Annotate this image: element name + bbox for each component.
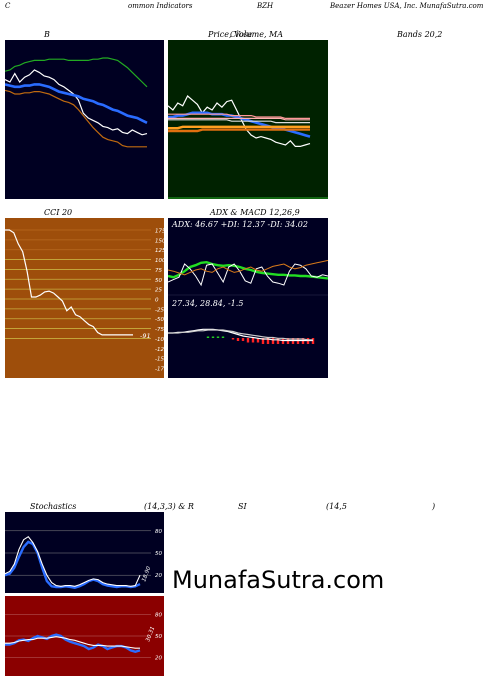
header-company: Beazer Homes USA, Inc. MunafaSutra.com xyxy=(330,2,484,10)
rsi-title: SI xyxy=(238,502,247,511)
adx-series-1 xyxy=(168,263,328,287)
stoch-tick-label: 50 xyxy=(155,551,162,557)
adx-series-2 xyxy=(168,259,328,276)
stoch-title: Stochastics xyxy=(30,502,77,511)
header-ticker: BZH xyxy=(257,2,274,10)
stochastics-chart: 80 50 20 18.90 xyxy=(5,512,164,593)
cci-title: CCI 20 xyxy=(44,208,73,217)
bollinger-series-2 xyxy=(5,57,148,88)
price-ma-series-4 xyxy=(168,119,310,124)
price-ma-series-2 xyxy=(168,113,310,120)
macd-series-1 xyxy=(168,329,313,341)
macd-hist-bar xyxy=(206,336,210,338)
macd-hist-bar xyxy=(261,338,265,344)
cci-tick-label: 100 xyxy=(155,258,164,264)
adx-subtitle: ADX: 46.67 +DI: 12.37 -DI: 34.02 xyxy=(172,220,308,229)
rsi-series-1 xyxy=(5,636,140,649)
bollinger-series-1 xyxy=(5,83,148,124)
cci-tick-label: -75 xyxy=(155,327,164,333)
bollinger-chart xyxy=(5,40,164,199)
macd-hist-bar xyxy=(251,338,255,343)
watermark: MunafaSutra.com xyxy=(172,566,385,594)
macd-hist-bar xyxy=(266,338,270,344)
rsi-chart: 80 50 20 30.31 xyxy=(5,596,164,676)
bollinger-series-3 xyxy=(5,89,147,148)
macd-hist-bar xyxy=(231,338,235,340)
macd-hist-bar xyxy=(241,338,245,341)
rsi-params-close: ) xyxy=(432,502,436,511)
macd-hist-bar xyxy=(271,338,275,344)
rsi-params: (14,5 xyxy=(326,502,347,511)
macd-hist-bar xyxy=(211,336,215,338)
macd-subtitle: 27.34, 28.84, -1.5 xyxy=(172,299,244,308)
macd-hist-bar xyxy=(246,338,250,343)
cci-tick-label: 150 xyxy=(155,238,164,244)
bollinger-title: B xyxy=(44,30,50,39)
cci-tick-label: -25 xyxy=(155,307,164,313)
cci-tick-label: 0 xyxy=(155,298,159,304)
adx-macd-chart xyxy=(168,218,328,378)
price-ma-series-3 xyxy=(168,117,310,121)
cci-tick-label: -50 xyxy=(155,317,164,323)
cci-tick-label: -150 xyxy=(155,357,164,363)
cci-tick-label: 175 xyxy=(155,229,164,235)
macd-series-0 xyxy=(168,328,313,342)
price-ma-series-6 xyxy=(168,128,310,133)
cci-tick-label: -100 xyxy=(155,337,164,343)
stoch-params: (14,3,3) & R xyxy=(144,502,194,511)
rsi-tick-label: 20 xyxy=(155,656,162,662)
cci-tick-label: 50 xyxy=(155,278,162,284)
rsi-tick-label: 50 xyxy=(155,634,162,640)
stoch-series-0 xyxy=(5,540,141,590)
price-ma-title: Price, Volume, MA xyxy=(208,30,284,39)
header-c: C xyxy=(5,2,11,10)
cci-last-value: -91 xyxy=(140,332,151,340)
price-ma-series-5 xyxy=(168,125,310,130)
cci-series-0 xyxy=(5,229,133,336)
macd-hist-bar xyxy=(276,338,280,344)
price-ma-title-extra: Close xyxy=(230,30,253,39)
rsi-last-value: 30.31 xyxy=(145,626,156,643)
cci-tick-label: 25 xyxy=(155,288,162,294)
macd-hist-bar xyxy=(256,338,260,343)
stoch-last-value: 18.90 xyxy=(141,565,152,582)
stoch-tick-label: 80 xyxy=(155,529,162,535)
macd-hist-bar xyxy=(236,338,240,341)
cci-tick-label: -125 xyxy=(155,347,164,353)
macd-hist-bar xyxy=(216,336,220,338)
header-common-indicators: ommon Indicators xyxy=(128,2,193,10)
stoch-tick-label: 20 xyxy=(155,573,162,579)
price-ma-series-0 xyxy=(168,95,311,148)
cci-tick-label: 125 xyxy=(155,248,164,254)
bollinger-title-right: Bands 20,2 xyxy=(397,30,443,39)
cci-chart: 175 150 125 100 75 50 25 0 -25 -50 -75 -100 -125 -150… xyxy=(5,218,164,378)
cci-tick-label: 75 xyxy=(155,268,162,274)
rsi-tick-label: 80 xyxy=(155,612,162,618)
adx-series-0 xyxy=(168,260,328,280)
adx-macd-title: ADX & MACD 12,26,9 xyxy=(210,208,300,217)
macd-hist-bar xyxy=(221,336,225,338)
stoch-series-1 xyxy=(5,535,141,587)
cci-tick-label: -175 xyxy=(155,367,164,373)
price-ma-chart xyxy=(168,40,328,199)
